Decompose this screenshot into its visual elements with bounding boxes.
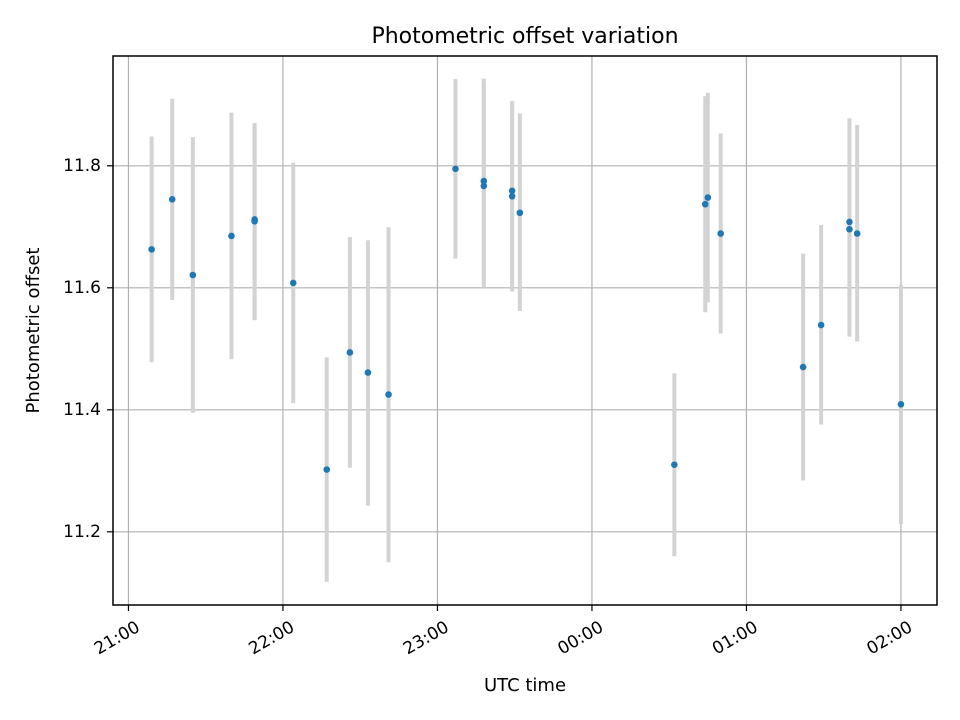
y-tick-label: 11.2 bbox=[63, 522, 101, 542]
data-point bbox=[846, 218, 853, 226]
data-point bbox=[452, 165, 459, 173]
data-point bbox=[817, 321, 825, 329]
x-axis-label: UTC time bbox=[484, 675, 566, 696]
y-tick-label: 11.8 bbox=[63, 156, 101, 176]
data-point bbox=[799, 363, 807, 371]
data-points bbox=[148, 165, 905, 473]
data-point bbox=[346, 349, 354, 356]
y-tick-label: 11.6 bbox=[63, 278, 101, 298]
data-point bbox=[516, 209, 524, 217]
plot-area-background bbox=[113, 56, 937, 605]
data-point bbox=[168, 196, 176, 203]
data-point bbox=[148, 246, 155, 253]
data-point bbox=[897, 401, 905, 408]
data-point bbox=[289, 279, 297, 287]
data-point bbox=[846, 225, 853, 233]
data-point bbox=[508, 187, 516, 195]
data-point bbox=[704, 194, 712, 201]
data-point bbox=[480, 182, 488, 190]
y-axis-ticks: 11.2 11.4 11.6 11.8 bbox=[63, 156, 113, 542]
data-point bbox=[480, 177, 488, 185]
y-tick-label: 11.4 bbox=[63, 400, 101, 420]
data-point bbox=[323, 466, 331, 473]
data-point bbox=[189, 271, 197, 279]
data-point bbox=[717, 230, 724, 237]
data-point bbox=[228, 232, 235, 240]
data-point bbox=[251, 218, 258, 225]
data-point bbox=[853, 230, 861, 237]
data-point bbox=[701, 200, 709, 208]
y-axis-label: Photometric offset bbox=[23, 248, 44, 414]
plot-frame bbox=[112, 55, 938, 606]
data-point bbox=[364, 369, 372, 376]
data-point bbox=[671, 461, 678, 469]
data-point bbox=[385, 391, 392, 398]
chart-title: Photometric offset variation bbox=[371, 24, 678, 49]
data-point bbox=[508, 193, 516, 200]
